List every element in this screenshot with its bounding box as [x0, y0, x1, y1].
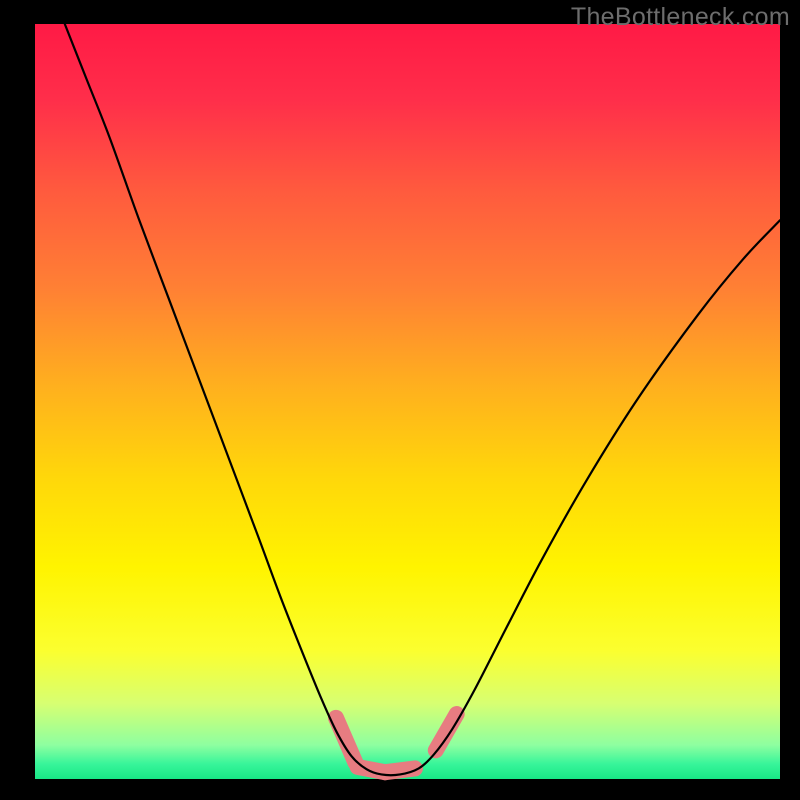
chart-container: TheBottleneck.com [0, 0, 800, 800]
bottleneck-curve [65, 24, 780, 775]
watermark-text: TheBottleneck.com [571, 3, 790, 32]
bottleneck-curve-layer [35, 24, 780, 779]
plot-area [35, 24, 780, 779]
